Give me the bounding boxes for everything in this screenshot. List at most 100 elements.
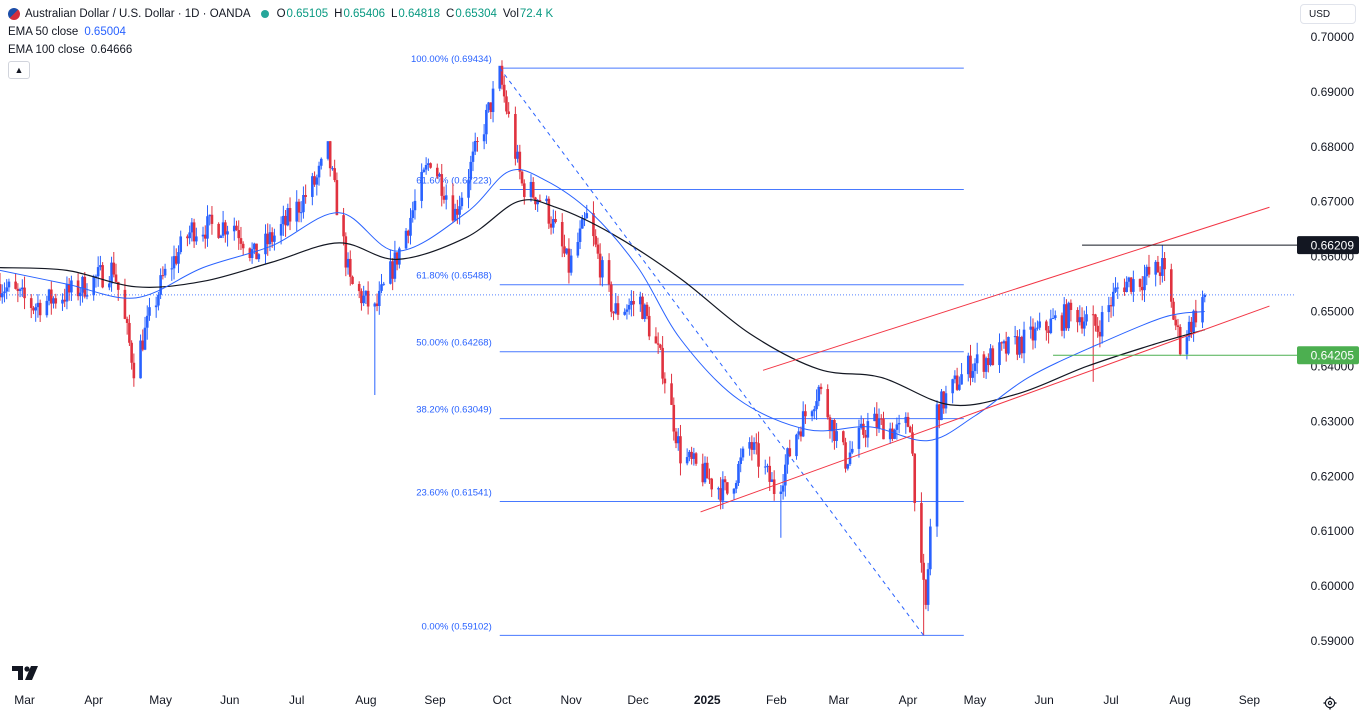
- candle-body: [958, 384, 961, 390]
- candle-body: [422, 169, 426, 172]
- candle-body: [101, 265, 104, 288]
- candle-body: [904, 416, 908, 423]
- currency-label: USD: [1309, 9, 1331, 20]
- volume-key: Vol: [502, 8, 519, 20]
- candle-body: [741, 448, 745, 458]
- candle-body: [0, 293, 4, 298]
- time-axis[interactable]: Mar Apr May Jun Jul Aug Sep Oct Nov Dec 2025 Feb Mar…: [14, 693, 1260, 707]
- candle-body: [502, 84, 506, 97]
- candle-body: [237, 230, 241, 239]
- ema50-value: 0.65004: [84, 26, 126, 38]
- candle-body: [1145, 266, 1149, 277]
- candle-body: [766, 465, 769, 467]
- symbol-row[interactable]: Australian Dollar / U.S. Dollar · 1D · O…: [8, 5, 559, 23]
- candle-body: [737, 463, 740, 484]
- candle-body: [897, 422, 901, 425]
- candle-body: [908, 426, 912, 433]
- candle-body: [304, 195, 307, 197]
- candle-body: [377, 290, 381, 307]
- candle-body: [639, 296, 642, 305]
- candle-body: [926, 569, 930, 605]
- candle-body: [929, 526, 932, 570]
- candle-body: [1031, 326, 1035, 341]
- candle-body: [1132, 279, 1135, 292]
- support-badge-bg: [1297, 346, 1359, 365]
- candle-body: [331, 168, 334, 170]
- candle-body: [676, 436, 680, 444]
- candle-body: [873, 413, 876, 422]
- y-tick-label: 0.70000: [1311, 30, 1355, 44]
- candle-body: [172, 256, 176, 269]
- ohlc-high-value: 0.65406: [343, 8, 386, 20]
- candle-body: [45, 300, 49, 316]
- ema50-legend-row[interactable]: EMA 50 close 0.65004: [8, 23, 559, 41]
- x-tick-label: Jun: [220, 693, 239, 707]
- candle-body: [16, 288, 20, 291]
- candle-body: [982, 354, 986, 372]
- candle-body: [297, 201, 301, 213]
- candle-body: [70, 280, 73, 293]
- candle-body: [273, 235, 276, 242]
- candle-body: [1076, 309, 1079, 323]
- ohlc-open-key: O: [276, 8, 286, 20]
- candle-body: [208, 214, 212, 217]
- ohlc-close-key: C: [446, 8, 455, 20]
- x-tick-label: Apr: [84, 693, 103, 707]
- candle-body: [270, 232, 274, 242]
- candle-body: [594, 236, 597, 245]
- candle-body: [94, 276, 98, 278]
- candle-body: [516, 151, 519, 159]
- candle-body: [389, 261, 392, 284]
- x-tick-label: Jul: [1103, 693, 1118, 707]
- candle-body: [672, 404, 676, 432]
- gear-icon[interactable]: [1323, 696, 1337, 710]
- candle-body: [1098, 331, 1102, 337]
- candle-body: [295, 201, 299, 222]
- candle-body: [670, 383, 673, 405]
- candle-body: [1147, 266, 1151, 275]
- price-axis[interactable]: 0.700000.690000.680000.670000.660000.650…: [1311, 30, 1355, 648]
- candle-body: [937, 404, 941, 421]
- currency-selector[interactable]: USD: [1300, 4, 1356, 24]
- candle-body: [935, 404, 939, 527]
- candle-body: [830, 420, 834, 432]
- candle-body: [1163, 258, 1166, 270]
- candle-body: [705, 462, 709, 479]
- x-tick-label: Aug: [355, 693, 376, 707]
- y-tick-label: 0.63000: [1311, 414, 1355, 428]
- candle-body: [752, 442, 756, 450]
- candle-body: [656, 343, 660, 345]
- candle-body: [250, 249, 254, 258]
- candle-body: [32, 307, 35, 311]
- candle-body: [647, 315, 651, 337]
- candle-body: [319, 158, 323, 166]
- candle-body: [491, 88, 495, 113]
- legend-collapse-button[interactable]: ▲: [8, 61, 30, 79]
- candle-body: [973, 363, 977, 372]
- candle-body: [226, 231, 229, 235]
- candle-body: [596, 244, 600, 254]
- candle-body: [1192, 310, 1195, 332]
- candle-body: [522, 183, 526, 197]
- tradingview-logo-icon[interactable]: [12, 664, 38, 680]
- candle-body: [694, 453, 698, 464]
- candle-body: [708, 478, 711, 480]
- candle-body: [83, 276, 87, 297]
- candle-body: [545, 198, 548, 201]
- ema100-legend-row[interactable]: EMA 100 close 0.64666: [8, 41, 559, 59]
- candle-body: [567, 248, 571, 273]
- candle-body: [835, 431, 838, 441]
- x-tick-label: Nov: [560, 693, 581, 707]
- candle-body: [942, 391, 946, 409]
- candle-body: [161, 275, 165, 277]
- candle-body: [1013, 336, 1017, 338]
- candle-body: [52, 298, 55, 304]
- symbol-title[interactable]: Australian Dollar / U.S. Dollar · 1D · O…: [25, 8, 251, 20]
- candle-body: [21, 287, 24, 290]
- candle-body: [1172, 301, 1175, 320]
- candle-body: [398, 248, 401, 265]
- candle-body: [406, 230, 410, 236]
- candle-body: [264, 233, 267, 255]
- candle-body: [913, 453, 917, 504]
